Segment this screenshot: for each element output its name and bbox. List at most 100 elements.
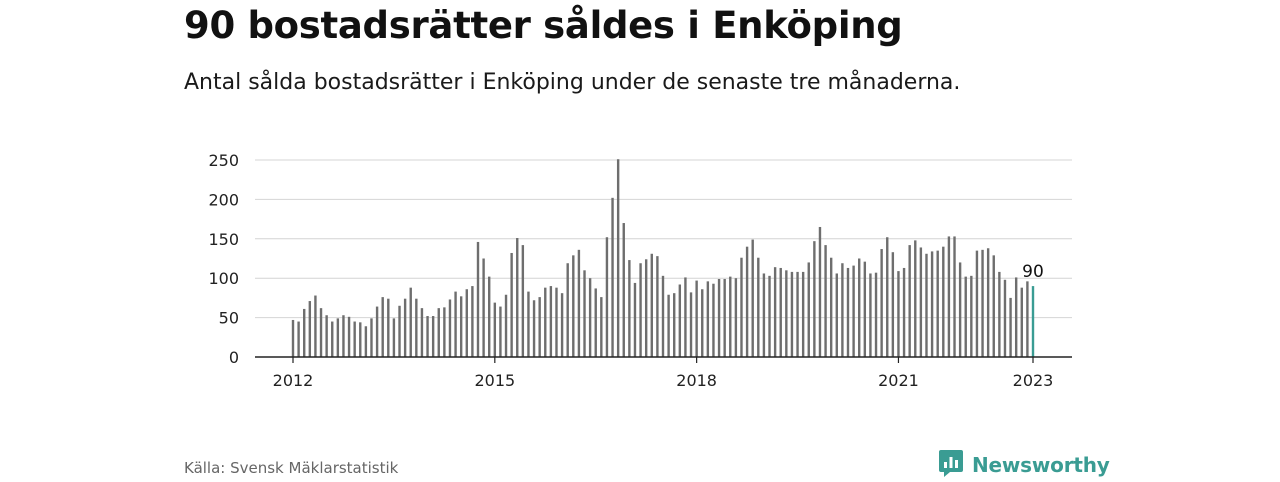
x-tick-label: 2018 [676, 371, 717, 390]
bar [852, 265, 855, 357]
bar [813, 241, 816, 357]
bar [594, 288, 597, 357]
bar [807, 262, 810, 357]
bar [908, 245, 911, 357]
bar [409, 287, 412, 357]
bar [947, 236, 951, 357]
bar [600, 297, 603, 357]
bar [465, 289, 468, 357]
bar [448, 299, 452, 357]
y-tick-label: 0 [229, 348, 239, 367]
bar [818, 226, 822, 357]
bar [1009, 297, 1012, 357]
bar [616, 159, 620, 357]
bar [493, 302, 497, 357]
bar [308, 301, 312, 357]
bar [381, 297, 384, 357]
bar [504, 294, 508, 357]
x-axis [255, 356, 1072, 363]
bar [773, 267, 777, 357]
bar [415, 298, 418, 357]
bar [555, 287, 558, 357]
bar [650, 253, 653, 357]
bar [751, 239, 754, 357]
newsworthy-logo-icon [938, 448, 964, 482]
bar [364, 326, 368, 357]
bar [824, 245, 827, 357]
bar [476, 241, 480, 357]
bar [998, 271, 1001, 357]
bar [370, 318, 373, 357]
bar [297, 321, 300, 357]
bar [319, 308, 323, 357]
bar [605, 237, 609, 357]
bar [717, 278, 721, 357]
bar [359, 322, 362, 357]
bar [958, 262, 962, 357]
bar [874, 272, 878, 357]
bar [936, 250, 939, 357]
bar [622, 223, 625, 357]
bar [1026, 281, 1029, 357]
bar [353, 321, 356, 357]
bar [964, 276, 967, 357]
bar [1003, 279, 1007, 357]
bar [841, 263, 844, 357]
bar [706, 281, 710, 357]
bar [510, 252, 513, 357]
y-tick-label: 200 [208, 190, 239, 209]
x-tick-label: 2012 [273, 371, 314, 390]
bar [801, 271, 805, 357]
bar [925, 253, 928, 357]
bar [454, 291, 457, 357]
bar [291, 319, 295, 357]
bar [768, 275, 771, 357]
bar [437, 308, 440, 357]
bar [729, 276, 732, 357]
bar [628, 260, 631, 357]
bar [863, 261, 867, 357]
source-note: Källa: Svensk Mäklarstatistik [184, 459, 399, 477]
bar [549, 286, 553, 357]
bar [734, 278, 738, 357]
bar [790, 271, 794, 357]
bar [796, 271, 799, 357]
bar [544, 287, 547, 357]
bar [611, 197, 614, 357]
bar [633, 282, 637, 357]
bar [953, 236, 956, 357]
bar [880, 249, 883, 357]
x-axis-labels: 2012 2015 2018 2021 2023 [273, 371, 1054, 390]
bar [667, 294, 670, 357]
bar [314, 295, 317, 357]
bar [1020, 287, 1023, 357]
bar [538, 297, 541, 357]
bar [566, 263, 569, 357]
bar [325, 315, 328, 357]
bar [897, 271, 900, 357]
page-title: 90 bostadsrätter såldes i Enköping [184, 4, 903, 47]
bar [992, 255, 995, 357]
y-tick-label: 150 [208, 230, 239, 249]
bar [914, 240, 917, 357]
brand-name: Newsworthy [972, 453, 1110, 477]
bar [403, 298, 407, 357]
bar [891, 252, 895, 357]
bar [712, 283, 715, 357]
y-tick-label: 250 [208, 151, 239, 170]
bar [443, 307, 446, 357]
bar [981, 249, 984, 357]
bar [336, 318, 340, 357]
bar [757, 257, 760, 357]
bar [785, 270, 788, 357]
brand-logo[interactable]: Newsworthy [938, 448, 1110, 482]
bar-latest [1031, 286, 1035, 357]
bar [762, 273, 766, 357]
bar [572, 255, 575, 357]
bar [347, 316, 351, 357]
x-tick-label: 2021 [878, 371, 919, 390]
y-axis: 0 50 100 150 200 250 [208, 151, 239, 367]
page-subtitle: Antal sålda bostadsrätter i Enköping und… [184, 70, 961, 95]
bar [639, 263, 642, 357]
